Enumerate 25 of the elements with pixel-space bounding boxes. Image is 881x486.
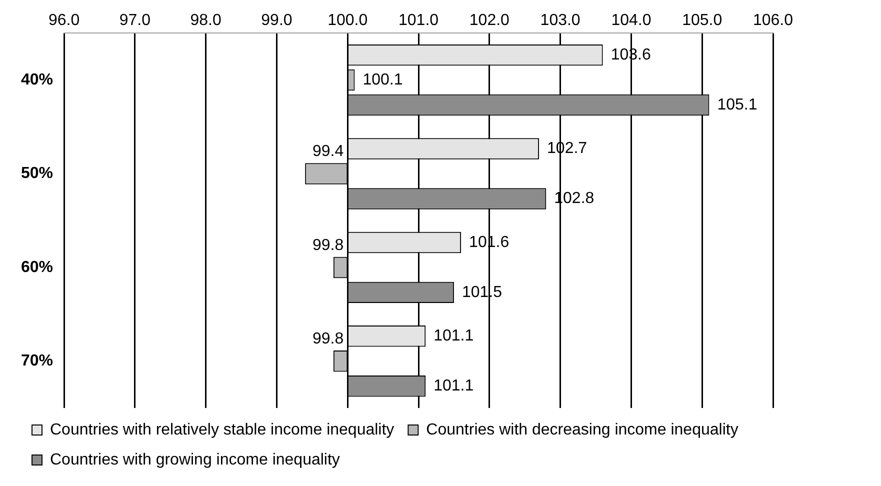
data-label: 101.1 [434, 328, 474, 345]
legend-label: Countries with decreasing income inequality [426, 421, 738, 438]
y-tick-label: 60% [20, 258, 54, 276]
x-tick-label: 99.0 [261, 12, 292, 30]
legend-label: Countries with relatively stable income inequality [50, 421, 394, 438]
data-label: 101.1 [434, 378, 474, 395]
legend-label: Countries with growing income inequality [50, 451, 340, 468]
x-tick-label: 97.0 [119, 12, 151, 30]
data-label: 99.4 [312, 143, 344, 160]
data-label: 99.8 [312, 236, 344, 254]
y-tick-label: 40% [20, 71, 54, 88]
data-label: 99.8 [312, 330, 344, 348]
x-tick-label: 106.0 [752, 12, 794, 30]
x-tick-label: 98.0 [190, 12, 222, 30]
x-tick-label: 102.0 [469, 12, 510, 30]
y-tick-label: 70% [20, 352, 54, 370]
y-tick-label: 50% [20, 165, 54, 182]
x-tick-label: 96.0 [48, 12, 80, 30]
x-tick-label: 100.0 [328, 12, 368, 30]
data-label: 105.1 [717, 96, 758, 114]
x-tick-label: 105.0 [682, 12, 722, 30]
x-tick-label: 104.0 [611, 12, 652, 30]
x-tick-label: 103.0 [540, 12, 580, 30]
data-label: 100.1 [362, 71, 403, 88]
x-tick-label: 101.0 [398, 12, 439, 30]
